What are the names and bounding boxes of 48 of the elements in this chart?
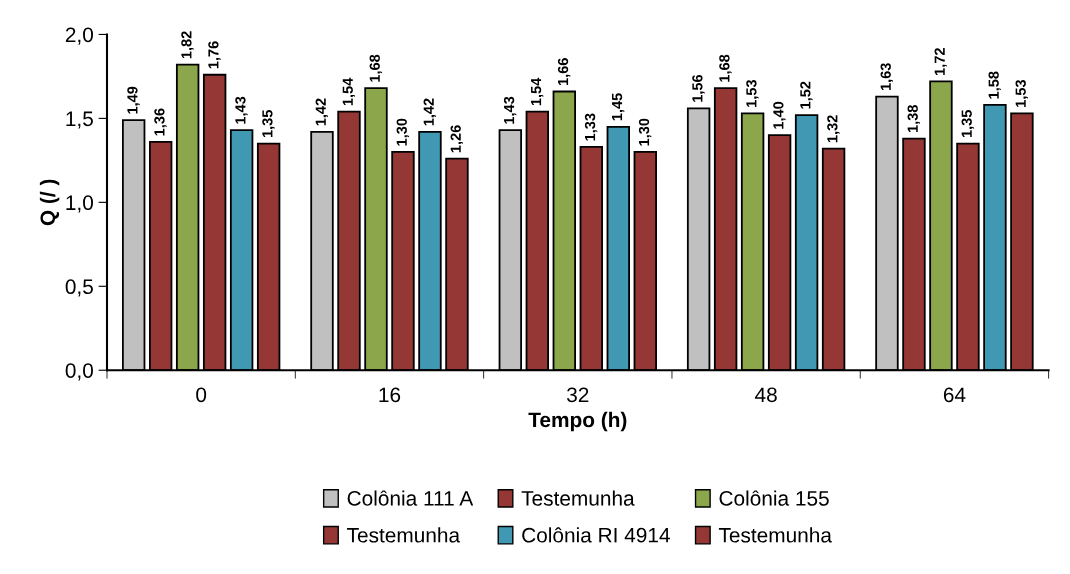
legend-label: Colônia 111 A bbox=[347, 490, 474, 506]
data-label: 1,36 bbox=[154, 108, 167, 136]
data-label: 1,68 bbox=[369, 54, 383, 82]
data-label: 1,53 bbox=[1015, 79, 1028, 107]
x-axis-title: Tempo (h) bbox=[528, 411, 627, 432]
data-label: 1,52 bbox=[800, 81, 813, 109]
data-label: 1,43 bbox=[235, 96, 248, 124]
legend-label: Colônia RI 4914 bbox=[522, 527, 670, 543]
data-label: 1,32 bbox=[827, 115, 840, 143]
data-label: 1,49 bbox=[127, 86, 140, 114]
data-label: 1,53 bbox=[746, 79, 759, 107]
data-label: 1,58 bbox=[988, 71, 1001, 99]
legend-label: Testemunha bbox=[347, 527, 461, 543]
data-label: 1,35 bbox=[262, 110, 275, 138]
x-tick-label: 48 bbox=[755, 387, 777, 403]
data-label: 1,56 bbox=[692, 74, 705, 102]
data-label: 1,42 bbox=[423, 98, 436, 126]
data-label: 1,76 bbox=[208, 41, 221, 69]
y-tick-label: 0,5 bbox=[65, 279, 93, 297]
data-label: 1,26 bbox=[450, 125, 463, 153]
y-tick-label: 1,5 bbox=[66, 111, 93, 129]
x-tick-label: 64 bbox=[943, 387, 966, 403]
y-tick-label: 0,0 bbox=[65, 363, 93, 381]
y-axis-title: Q (/ ) bbox=[39, 179, 60, 226]
data-label: 1,38 bbox=[907, 105, 920, 133]
data-label: 1,43 bbox=[503, 96, 517, 124]
data-label: 1,72 bbox=[934, 48, 947, 75]
data-label: 1,54 bbox=[342, 77, 356, 106]
data-label: 1,82 bbox=[181, 31, 194, 59]
data-label: 1,35 bbox=[961, 110, 974, 138]
data-label: 1,33 bbox=[584, 113, 598, 141]
data-label: 1,66 bbox=[557, 58, 571, 86]
y-tick-label: 2,0 bbox=[65, 27, 93, 45]
data-label: 1,68 bbox=[719, 54, 732, 82]
data-label: 1,30 bbox=[396, 118, 410, 146]
legend-label: Testemunha bbox=[718, 527, 832, 543]
data-label: 1,54 bbox=[531, 77, 544, 106]
data-label: 1,30 bbox=[638, 118, 652, 146]
data-label: 1,63 bbox=[880, 63, 893, 91]
y-tick-label: 1,0 bbox=[66, 195, 93, 213]
data-label: 1,42 bbox=[315, 98, 329, 126]
x-tick-label: 16 bbox=[379, 387, 401, 403]
data-label: 1,45 bbox=[612, 93, 625, 121]
x-tick-label: 32 bbox=[567, 387, 589, 403]
legend-label: Colônia 155 bbox=[719, 490, 829, 506]
data-label: 1,40 bbox=[773, 101, 786, 129]
legend-label: Testemunha bbox=[521, 490, 635, 506]
x-tick-label: 0 bbox=[196, 387, 207, 403]
